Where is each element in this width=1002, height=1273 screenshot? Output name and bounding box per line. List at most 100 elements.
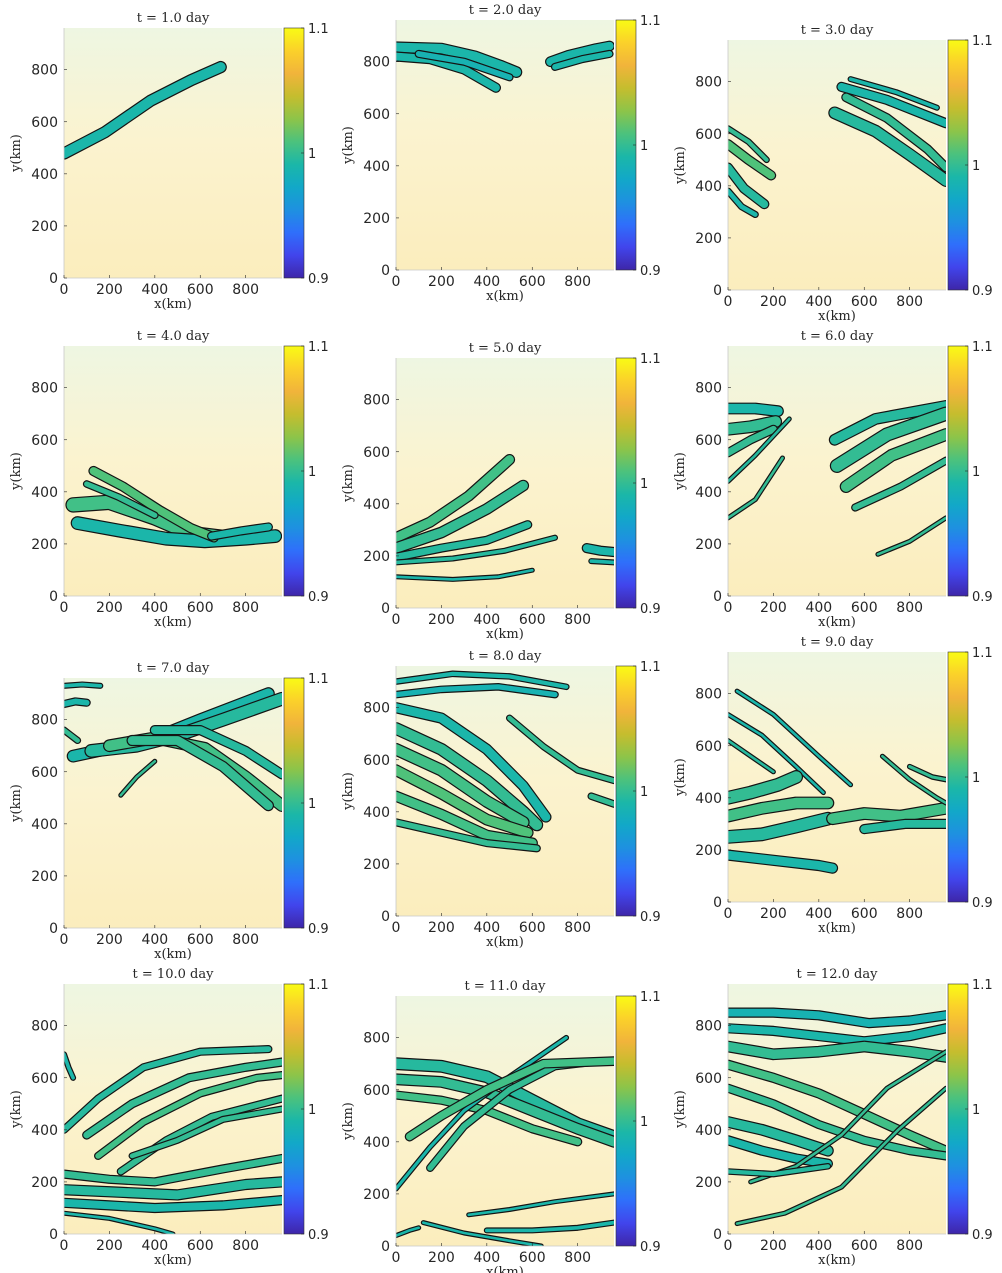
colorbar-tick-label: 1.1 (308, 978, 329, 993)
streak (881, 754, 946, 805)
y-tick-label: 600 (31, 115, 58, 131)
streak (396, 1036, 568, 1191)
streak (119, 760, 157, 797)
streak (876, 516, 946, 556)
streak-layer (396, 670, 614, 853)
x-tick-label: 600 (187, 282, 214, 298)
x-tick-label: 0 (60, 1238, 69, 1254)
streak (830, 401, 946, 445)
y-tick-label: 400 (695, 1123, 722, 1139)
streak-layer (728, 688, 946, 874)
streak (831, 407, 946, 472)
streak (396, 791, 537, 848)
streak (852, 457, 946, 511)
streak (89, 467, 218, 542)
colorbar-tick-label: 0.9 (640, 264, 661, 279)
streak (396, 703, 551, 822)
colorbar-tick-label: 1 (308, 465, 316, 480)
y-tick-label: 800 (695, 687, 722, 703)
x-tick-label: 200 (428, 920, 455, 936)
y-tick-label: 800 (363, 55, 390, 71)
streak (405, 1057, 614, 1141)
streak (582, 544, 614, 556)
y-tick-label: 600 (31, 433, 58, 449)
streak (396, 455, 514, 543)
x-tick-label: 200 (428, 612, 455, 628)
streak (127, 736, 273, 811)
x-axis-label: x(km) (154, 297, 192, 312)
x-tick-label: 600 (851, 906, 878, 922)
subplot-title: t = 3.0 day (801, 23, 874, 38)
subplot-9: 0 200 400 600 800 0 200 400 600 800 t = 9.0 day x(k… (673, 635, 993, 936)
streak (71, 517, 281, 548)
streak (589, 559, 614, 565)
x-tick-label: 600 (187, 1238, 214, 1254)
y-tick-label: 800 (363, 393, 390, 409)
streak (64, 1046, 272, 1133)
streak (728, 1060, 946, 1155)
streak (64, 727, 80, 743)
y-tick-label: 600 (363, 1083, 390, 1099)
colorbar-tick-label: 1 (972, 1103, 980, 1118)
x-tick-label: 400 (805, 600, 832, 616)
x-tick-label: 400 (473, 274, 500, 290)
x-tick-label: 400 (473, 1250, 500, 1266)
streak-layer (64, 681, 282, 813)
x-tick-label: 800 (232, 1238, 259, 1254)
streak (396, 765, 533, 838)
y-axis-label: y(km) (9, 1090, 24, 1129)
y-axis-label: y(km) (341, 464, 356, 503)
streak (728, 417, 791, 483)
colorbar-tick-label: 1.1 (640, 352, 661, 367)
streak (64, 1052, 75, 1080)
x-tick-label: 200 (96, 600, 123, 616)
colorbar-tick-label: 1 (308, 1103, 316, 1118)
y-tick-label: 800 (695, 1019, 722, 1035)
streak (735, 1086, 946, 1225)
y-tick-label: 600 (31, 1071, 58, 1087)
x-tick-label: 800 (564, 274, 591, 290)
streak (728, 416, 781, 435)
colorbar-tick-label: 0.9 (640, 602, 661, 617)
y-tick-label: 0 (49, 921, 58, 937)
subplot-5: 0 200 400 600 800 0 200 400 600 800 t = 5.0 day x(k… (341, 341, 661, 642)
colorbar-tick-label: 1 (640, 139, 648, 154)
streak (728, 1041, 946, 1062)
streak (396, 671, 569, 689)
subplot-title: t = 12.0 day (797, 967, 879, 982)
x-tick-label: 400 (805, 294, 832, 310)
streak (64, 62, 226, 159)
subplot-title: t = 6.0 day (801, 329, 874, 344)
subplot-2: 0 200 400 600 800 0 200 400 600 800 t = 2.0 day x(k… (341, 3, 661, 304)
x-tick-label: 200 (760, 600, 787, 616)
x-tick-label: 0 (392, 1250, 401, 1266)
subplot-1: 0 200 400 600 800 0 200 400 600 800 t = 1.0 day x(k… (9, 11, 329, 312)
subplot-title: t = 8.0 day (469, 649, 542, 664)
streak (415, 51, 513, 81)
colorbar-tick-label: 1.1 (640, 990, 661, 1005)
y-axis-label: y(km) (673, 1090, 688, 1129)
x-tick-label: 200 (760, 906, 787, 922)
streak (837, 82, 946, 128)
colorbar-tick-label: 0.9 (972, 1228, 993, 1243)
plot-background (64, 678, 282, 928)
colorbar-tick-label: 1 (308, 797, 316, 812)
colorbar-tick-label: 1 (972, 159, 980, 174)
x-axis-label: x(km) (154, 615, 192, 630)
x-tick-label: 400 (805, 906, 832, 922)
x-axis-label: x(km) (818, 1253, 856, 1268)
y-tick-label: 400 (695, 485, 722, 501)
y-tick-label: 0 (713, 283, 722, 299)
colorbar-tick-label: 1.1 (640, 14, 661, 29)
streak (129, 1106, 282, 1159)
y-tick-label: 200 (363, 1187, 390, 1203)
colorbar-tick-label: 0.9 (640, 1240, 661, 1255)
x-tick-label: 800 (896, 906, 923, 922)
y-tick-label: 0 (713, 1227, 722, 1243)
x-tick-label: 800 (896, 1238, 923, 1254)
streak-layer (64, 60, 227, 160)
subplot-11: 0 200 400 600 800 0 200 400 600 800 t = 11.0 day x(… (341, 979, 661, 1273)
streak (728, 163, 769, 209)
colorbar-tick-label: 1 (972, 771, 980, 786)
x-tick-label: 800 (896, 600, 923, 616)
